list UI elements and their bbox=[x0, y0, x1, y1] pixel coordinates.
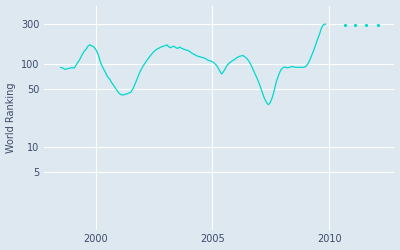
Y-axis label: World Ranking: World Ranking bbox=[6, 82, 16, 153]
